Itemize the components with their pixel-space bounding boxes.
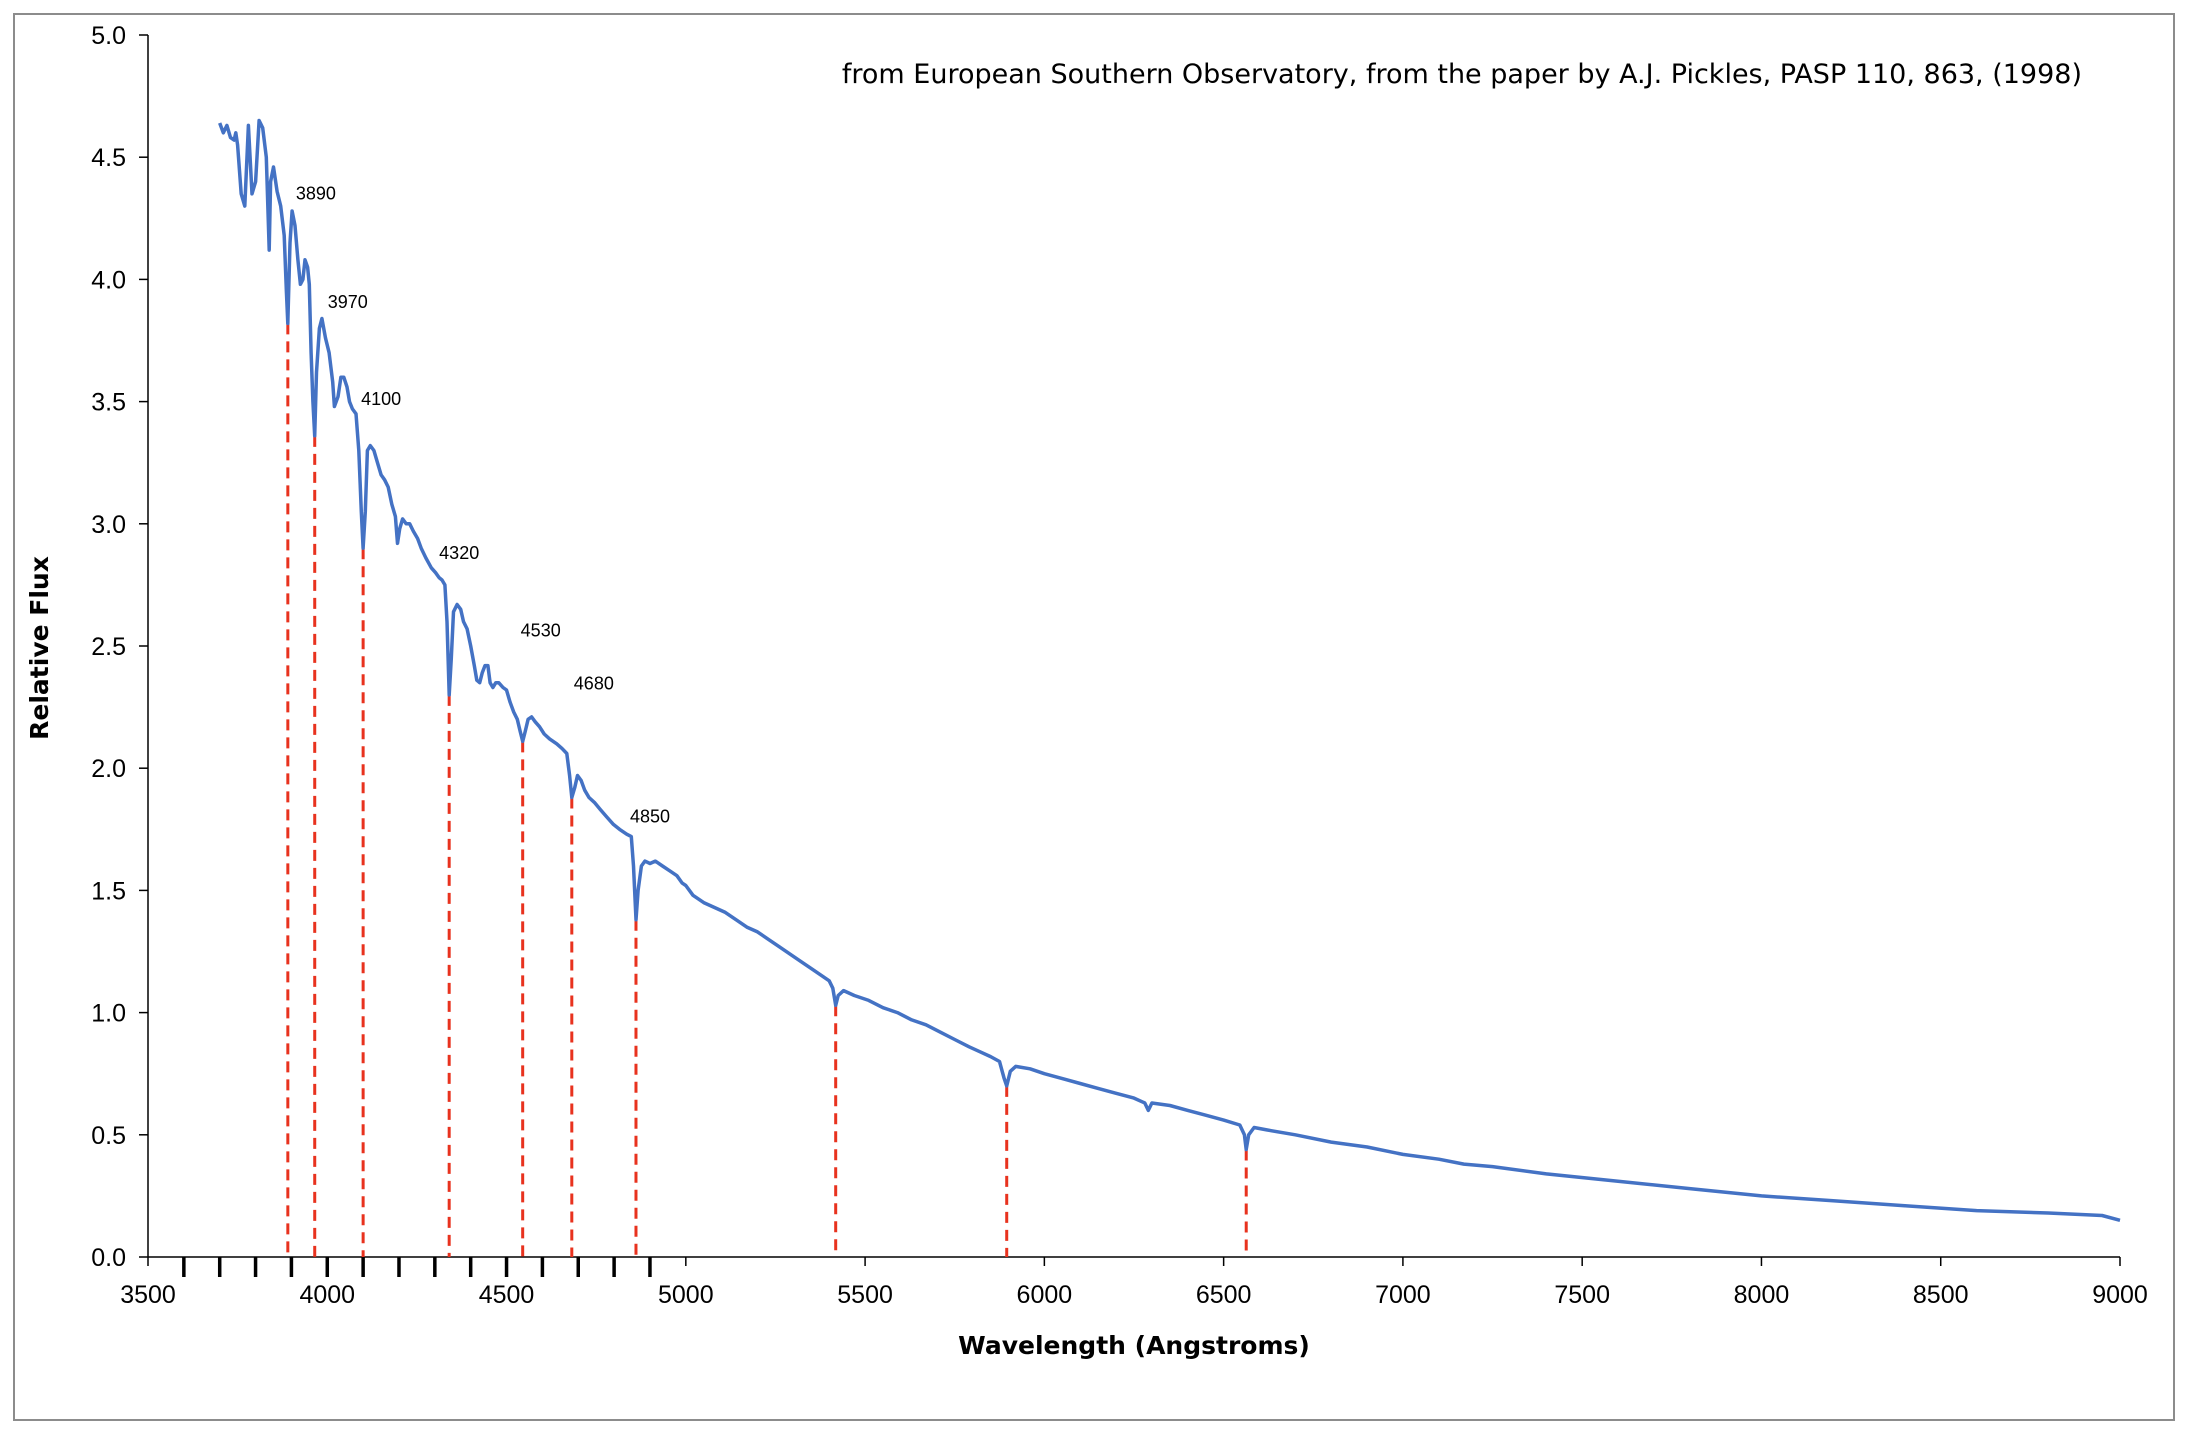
series-layer xyxy=(218,118,2121,1222)
x-tick-label: 6000 xyxy=(1017,1281,1073,1309)
y-axis-title: Relative Flux xyxy=(25,556,54,740)
x-tick-label: 8500 xyxy=(1913,1281,1969,1309)
y-tick-label: 0.0 xyxy=(91,1244,126,1272)
absorption-line-label: 3890 xyxy=(296,183,336,203)
x-tick-label: 3500 xyxy=(120,1281,176,1309)
spectrum-series-line xyxy=(218,118,2121,1222)
y-tick-label: 3.5 xyxy=(91,389,126,417)
y-tick-label: 0.5 xyxy=(91,1122,126,1150)
axes: 0.0 0.5 1.0 1.5 2.0 2.5 3.0 3.5 4.0 4.5 5.0 3500 400… xyxy=(91,22,2148,1309)
y-tick-label: 4.5 xyxy=(91,144,126,172)
absorption-line-label: 4850 xyxy=(630,807,670,827)
absorption-line-label: 4530 xyxy=(521,620,561,640)
x-tick-label: 5000 xyxy=(658,1281,714,1309)
y-tick-label: 1.0 xyxy=(91,1000,126,1028)
x-tick-label: 6500 xyxy=(1196,1281,1252,1309)
y-tick-label: 2.0 xyxy=(91,755,126,783)
x-axis-title: Wavelength (Angstroms) xyxy=(958,1331,1310,1360)
x-tick-label: 4500 xyxy=(479,1281,535,1309)
absorption-line-label: 4680 xyxy=(574,674,614,694)
text-layer: from European Southern Observatory, from… xyxy=(25,59,2082,1360)
x-tick-label: 5500 xyxy=(837,1281,893,1309)
x-tick-label: 7500 xyxy=(1554,1281,1610,1309)
y-tick-label: 3.0 xyxy=(91,511,126,539)
x-tick-label: 8000 xyxy=(1734,1281,1790,1309)
y-tick-label: 1.5 xyxy=(91,877,126,905)
absorption-line-label: 3970 xyxy=(328,292,368,312)
x-tick-label: 4000 xyxy=(299,1281,355,1309)
chart-frame xyxy=(13,13,2175,1421)
absorption-line-label: 4100 xyxy=(361,389,401,409)
y-tick-label: 5.0 xyxy=(91,22,126,50)
x-tick-label: 9000 xyxy=(2092,1281,2148,1309)
absorption-line-label: 4320 xyxy=(439,543,479,563)
absorption-markers xyxy=(286,323,1248,1257)
y-tick-label: 2.5 xyxy=(91,633,126,661)
x-tick-label: 7000 xyxy=(1375,1281,1431,1309)
source-annotation: from European Southern Observatory, from… xyxy=(842,59,2082,90)
y-tick-label: 4.0 xyxy=(91,266,126,294)
